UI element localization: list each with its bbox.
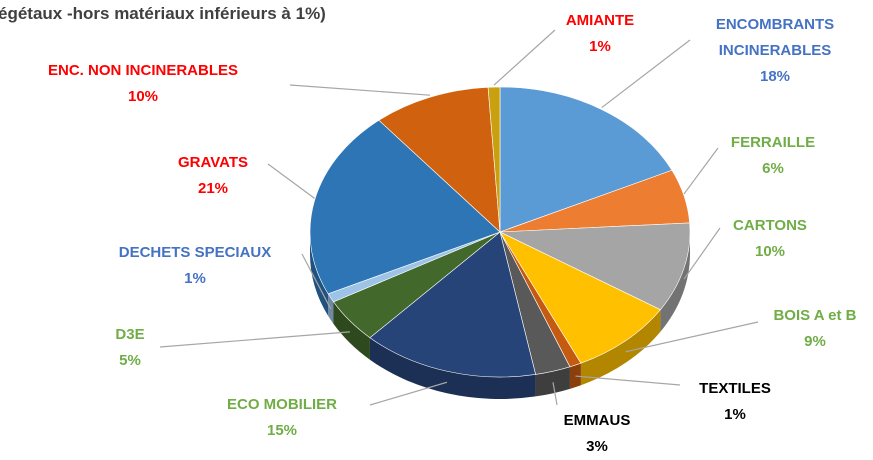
slice (487, 86, 501, 233)
leader-line (493, 29, 556, 86)
label-value: 1% (184, 270, 206, 287)
label-value: 21% (197, 180, 229, 197)
slice (369, 231, 536, 378)
label-name: TEXTILES (699, 380, 771, 397)
label-name: BOIS A et B (773, 307, 857, 324)
slice-side (333, 301, 370, 360)
label-name: ENCOMBRANTS INCINERABLES (715, 16, 835, 59)
leader-line (601, 39, 691, 109)
label-name: AMIANTE (565, 12, 635, 29)
slice-side (660, 232, 690, 332)
label-value: 10% (754, 243, 786, 260)
slice-side (569, 363, 581, 389)
slice-side (580, 309, 661, 386)
label-value: 5% (119, 352, 141, 369)
leader-line (625, 321, 759, 353)
slice-side (535, 366, 570, 397)
leader-line (289, 84, 431, 96)
slice-label: EMMAUS 3% (552, 408, 642, 460)
slice-label: ECO MOBILIER 15% (197, 392, 367, 444)
label-value: 1% (724, 406, 746, 423)
label-value: 3% (586, 438, 608, 455)
label-name: GRAVATS (178, 154, 248, 171)
slice-label: FERRAILLE 6% (718, 130, 828, 182)
slice-label: TEXTILES 1% (675, 376, 795, 428)
slice-side (369, 337, 536, 400)
label-value: 10% (127, 88, 159, 105)
label-value: 6% (762, 160, 784, 177)
slice (309, 119, 501, 295)
leader-line (301, 253, 332, 310)
leader-line (369, 381, 448, 406)
slice-label: ENC. NON INCINERABLES 10% (3, 58, 283, 110)
slice (499, 86, 673, 233)
label-name: DECHETS SPECIAUX (118, 244, 272, 261)
slice-side (328, 293, 334, 324)
slice (499, 222, 691, 311)
leader-line (552, 382, 558, 406)
label-name: ENC. NON INCINERABLES (47, 62, 238, 79)
label-value: 9% (804, 333, 826, 350)
leader-line (683, 147, 719, 195)
chart-title: égétaux -hors matériaux inférieurs à 1%) (0, 4, 326, 23)
label-name: CARTONS (733, 217, 807, 234)
label-value: 15% (266, 422, 298, 439)
leader-line (159, 331, 350, 348)
label-name: D3E (115, 326, 145, 343)
slice-label: ENCOMBRANTS INCINERABLES 18% (690, 12, 860, 90)
slice-label: GRAVATS 21% (158, 150, 268, 202)
label-name: EMMAUS (563, 412, 631, 429)
slice (499, 231, 661, 364)
leader-line (575, 375, 681, 386)
label-value: 18% (759, 68, 791, 85)
leader-line (683, 227, 721, 280)
leader-line (267, 163, 315, 199)
slice (378, 86, 501, 233)
slice-label: DECHETS SPECIAUX 1% (90, 240, 300, 292)
slice-label: CARTONS 10% (715, 213, 825, 265)
label-value: 1% (589, 38, 611, 55)
label-name: ECO MOBILIER (226, 396, 337, 413)
slice-label: D3E 5% (100, 322, 160, 374)
slice-label: AMIANTE 1% (555, 8, 645, 60)
slice-label: BOIS A et B 9% (750, 303, 873, 355)
label-name: FERRAILLE (730, 134, 816, 151)
